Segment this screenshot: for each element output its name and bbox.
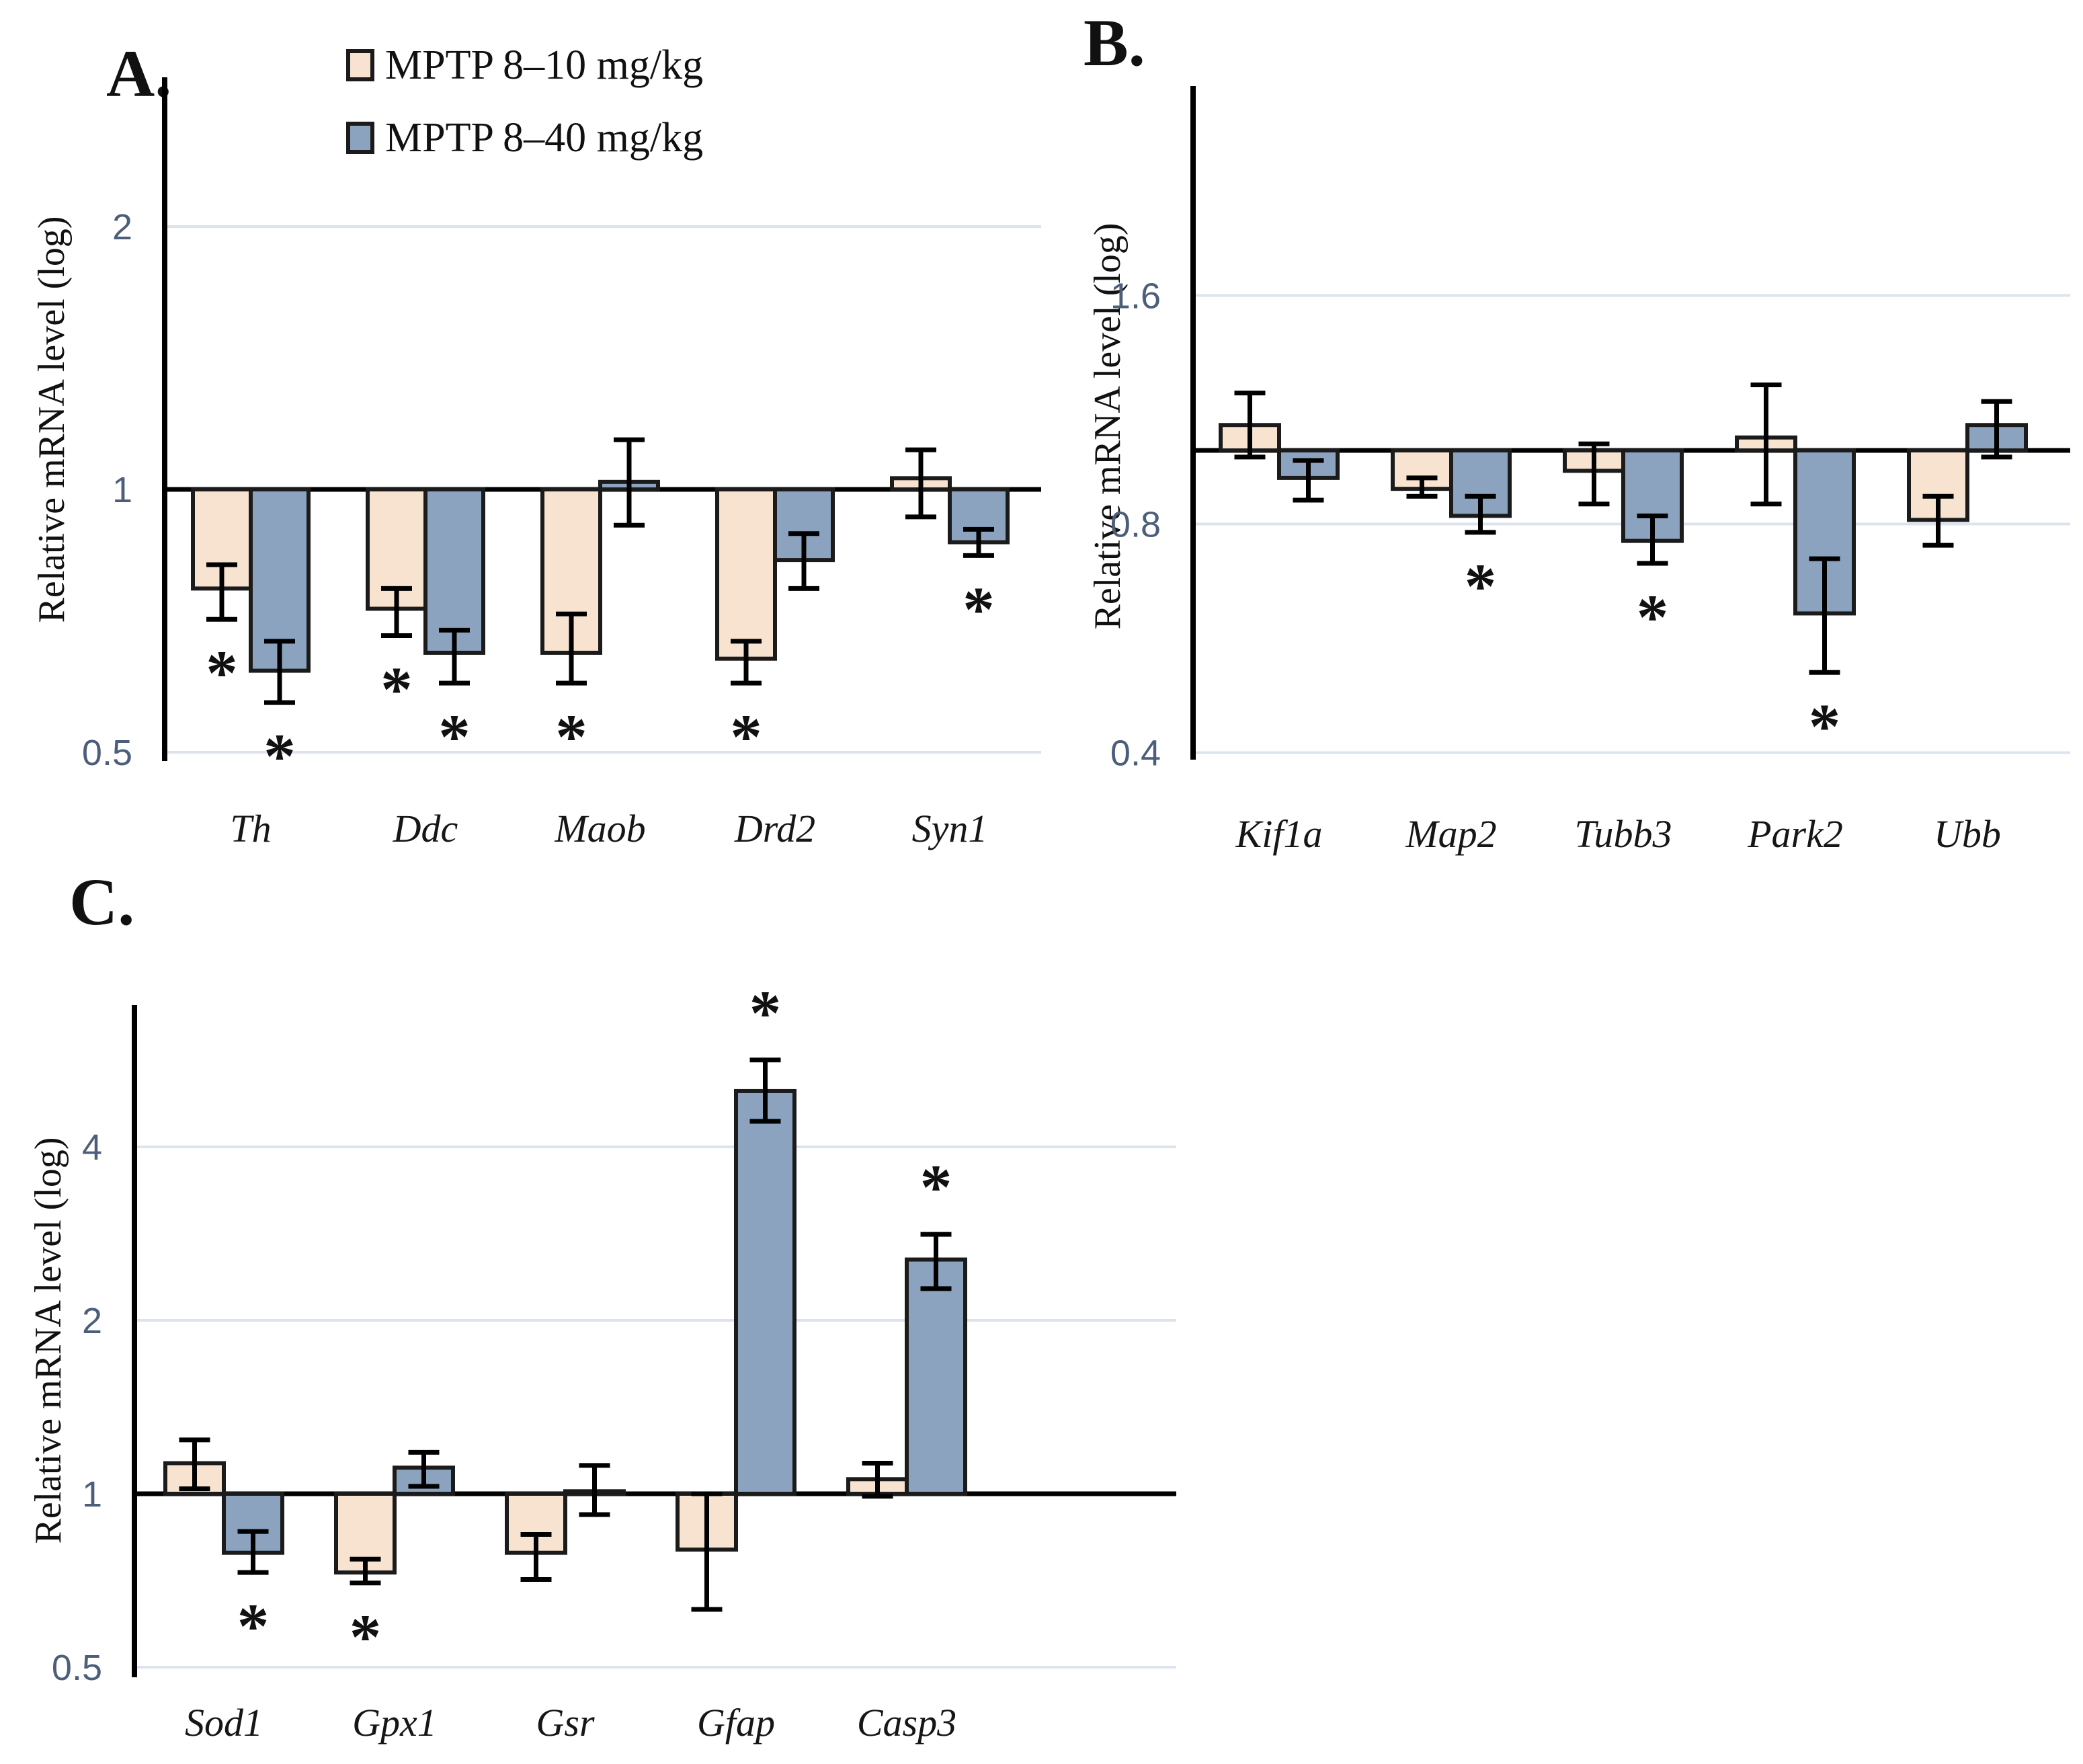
x-category-label-B-Map2: Map2 xyxy=(1405,812,1496,856)
y-tick-label-C-4: 4 xyxy=(82,1127,102,1168)
panel-b-letter: B. xyxy=(1084,5,1145,80)
y-tick-label-A-2: 2 xyxy=(112,207,132,247)
legend-swatch-mptp-8-40-icon xyxy=(346,122,374,154)
significance-asterisk-B-Map2-s1: * xyxy=(1465,551,1497,622)
significance-asterisk-C-Gpx1-s0: * xyxy=(350,1601,382,1673)
legend-swatch-mptp-8-10-icon xyxy=(346,49,374,81)
y-tick-label-B-0.8: 0.8 xyxy=(1110,504,1161,545)
y-tick-label-A-0.5: 0.5 xyxy=(82,733,132,773)
legend-item-mptp-8-40: MPTP 8–40 mg/kg xyxy=(346,115,703,161)
x-category-label-C-Casp3: Casp3 xyxy=(857,1701,956,1745)
legend-item-mptp-8-10: MPTP 8–10 mg/kg xyxy=(346,42,703,88)
x-category-label-A-Th: Th xyxy=(230,807,271,850)
x-category-label-C-Gpx1: Gpx1 xyxy=(352,1701,437,1745)
x-category-label-A-Syn1: Syn1 xyxy=(912,807,988,850)
x-category-label-B-Park2: Park2 xyxy=(1747,812,1843,856)
x-category-label-C-Sod1: Sod1 xyxy=(185,1701,263,1745)
significance-asterisk-A-Ddc-s0: * xyxy=(380,654,413,725)
panel-c-letter: C. xyxy=(69,865,135,939)
x-category-label-B-Kif1a: Kif1a xyxy=(1235,812,1323,856)
x-category-label-C-Gsr: Gsr xyxy=(536,1701,594,1745)
y-tick-label-C-0.5: 0.5 xyxy=(52,1648,102,1688)
significance-asterisk-A-Ddc-s1: * xyxy=(438,701,471,772)
x-category-label-A-Drd2: Drd2 xyxy=(734,807,815,850)
significance-asterisk-A-Th-s1: * xyxy=(263,721,296,792)
significance-asterisk-B-Park2-s1: * xyxy=(1809,690,1841,762)
y-tick-label-C-1: 1 xyxy=(82,1474,102,1515)
significance-asterisk-A-Syn1-s1: * xyxy=(963,573,995,645)
legend-label-mptp-8-40: MPTP 8–40 mg/kg xyxy=(385,114,704,161)
y-tick-label-B-0.4: 0.4 xyxy=(1110,733,1161,773)
legend: MPTP 8–10 mg/kg MPTP 8–40 mg/kg xyxy=(346,42,703,192)
significance-asterisk-A-Drd2-s0: * xyxy=(730,701,762,772)
x-category-label-C-Gfap: Gfap xyxy=(697,1701,775,1745)
significance-asterisk-C-Casp3-s1: * xyxy=(920,1152,952,1223)
legend-label-mptp-8-10: MPTP 8–10 mg/kg xyxy=(385,42,704,88)
significance-asterisk-A-Th-s0: * xyxy=(206,637,238,709)
significance-asterisk-A-Maob-s0: * xyxy=(555,701,587,772)
y-tick-label-A-1: 1 xyxy=(112,470,132,510)
y-tick-label-C-2: 2 xyxy=(82,1301,102,1341)
x-category-label-A-Ddc: Ddc xyxy=(393,807,458,850)
significance-asterisk-C-Sod1-s1: * xyxy=(237,1591,270,1662)
significance-asterisk-B-Tubb3-s1: * xyxy=(1637,582,1669,653)
x-category-label-B-Tubb3: Tubb3 xyxy=(1574,812,1672,856)
x-category-label-B-Ubb: Ubb xyxy=(1934,812,2001,856)
panel-a-letter: A. xyxy=(106,36,172,111)
bar-C-Gfap-series1 xyxy=(734,1088,797,1496)
significance-asterisk-C-Gfap-s1: * xyxy=(749,977,782,1049)
bar-A-Drd2-series0 xyxy=(715,487,777,661)
bar-C-Casp3-series1 xyxy=(905,1257,967,1496)
x-category-label-A-Maob: Maob xyxy=(554,807,645,850)
bar-A-Ddc-series1 xyxy=(423,487,485,655)
y-tick-label-B-1.6: 1.6 xyxy=(1110,276,1161,316)
